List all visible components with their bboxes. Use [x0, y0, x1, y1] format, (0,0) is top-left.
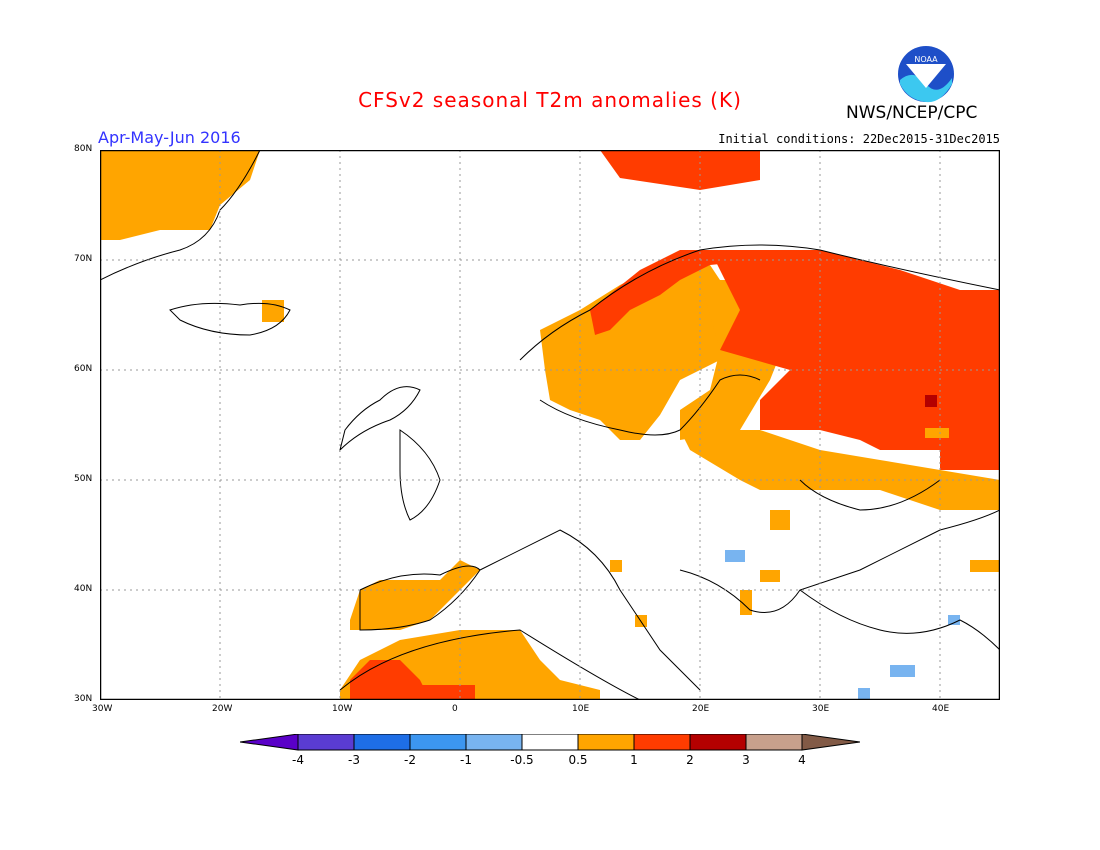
region-russia	[710, 250, 1000, 470]
colorbar-arrow-left	[240, 734, 299, 751]
colorbar-arrow-right	[801, 734, 860, 751]
lat-tick-label: 70N	[74, 254, 93, 264]
lon-tick-label: 30E	[812, 704, 830, 714]
region-algeria-red	[420, 685, 475, 700]
colorbar-label: 4	[798, 753, 806, 767]
lat-tick-label: 30N	[74, 694, 93, 704]
colorbar-box	[465, 734, 523, 751]
region-scandinavia	[540, 250, 750, 440]
anomaly-map	[100, 150, 1000, 700]
colorbar-label: -4	[292, 753, 304, 767]
colorbar-box	[689, 734, 747, 751]
colorbar-label: 2	[686, 753, 694, 767]
colorbar-label: 0.5	[568, 753, 587, 767]
lon-tick-label: 40E	[932, 704, 950, 714]
forecast-period: Apr-May-Jun 2016	[98, 128, 241, 147]
colorbar-label: 3	[742, 753, 750, 767]
colorbar-box	[745, 734, 803, 751]
colorbar-box	[577, 734, 635, 751]
graticule	[100, 150, 1000, 700]
anomaly-shading-cool	[725, 550, 960, 700]
lon-tick-label: 20W	[212, 704, 233, 714]
lon-tick-label: 0	[452, 704, 458, 714]
agency-label: NWS/NCEP/CPC	[846, 103, 978, 123]
region-eastern-europe	[680, 430, 1000, 510]
colorbar-label: -0.5	[510, 753, 533, 767]
lon-tick-label: 30W	[92, 704, 113, 714]
chart-title: CFSv2 seasonal T2m anomalies (K)	[358, 88, 742, 112]
lat-tick-label: 60N	[74, 364, 93, 374]
colorbar-box	[297, 734, 355, 751]
initial-conditions: Initial conditions: 22Dec2015-31Dec2015	[718, 132, 1000, 146]
anomaly-shading-warm	[100, 150, 1000, 700]
colorbar: -4 -3 -2 -1 -0.5 0.5 1 2 3 4	[240, 734, 860, 767]
svg-text:NOAA: NOAA	[914, 55, 938, 64]
colorbar-label: -3	[348, 753, 360, 767]
lat-tick-label: 80N	[74, 144, 93, 154]
colorbar-label: 1	[630, 753, 638, 767]
region-iberia	[350, 560, 480, 630]
colorbar-box	[409, 734, 467, 751]
colorbar-box	[521, 734, 579, 751]
lat-tick-label: 40N	[74, 584, 93, 594]
coastlines	[100, 150, 1000, 700]
region-svalbard	[600, 150, 760, 190]
colorbar-box	[633, 734, 691, 751]
lat-tick-label: 50N	[74, 474, 93, 484]
lon-tick-label: 10E	[572, 704, 590, 714]
colorbar-box	[353, 734, 411, 751]
map-frame	[100, 150, 1000, 700]
colorbar-label: -1	[460, 753, 472, 767]
region-greenland	[100, 150, 260, 240]
colorbar-label: -2	[404, 753, 416, 767]
lon-tick-label: 20E	[692, 704, 710, 714]
lon-tick-label: 10W	[332, 704, 353, 714]
noaa-logo-icon: NOAA	[898, 46, 954, 103]
